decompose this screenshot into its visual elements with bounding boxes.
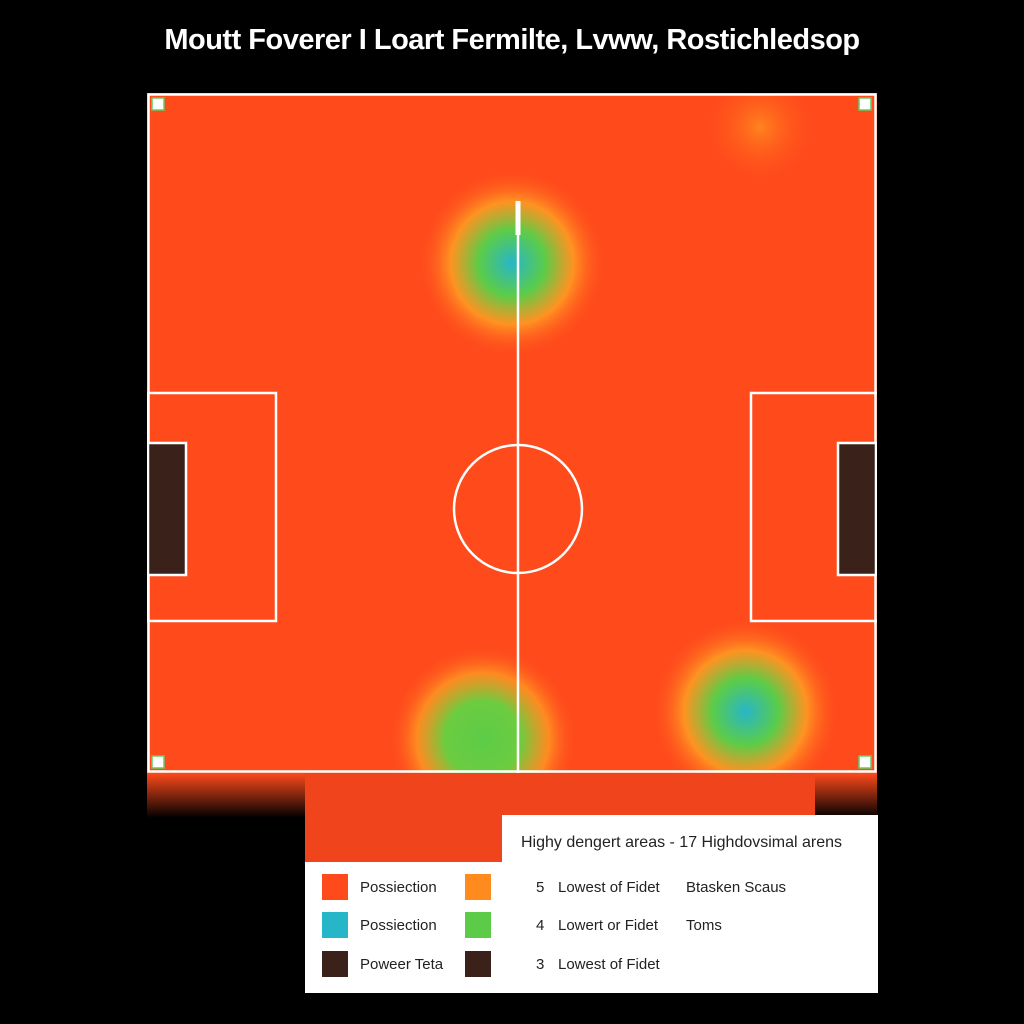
legend-swatch	[465, 912, 491, 938]
pitch-heatmap	[147, 93, 877, 773]
heat-hotspot	[700, 93, 821, 187]
corner-marker	[858, 755, 872, 769]
legend-heading: Highy dengert areas - 17 Highdovsimal ar…	[521, 834, 843, 851]
legend-row-extra: Toms	[686, 917, 722, 934]
right-penalty-box	[749, 391, 877, 623]
heat-hotspot	[417, 168, 607, 358]
corner-marker	[151, 755, 165, 769]
corner-marker	[858, 97, 872, 111]
right-goal	[836, 441, 877, 577]
legend-swatches: Possiection Possiection Poweer Teta	[305, 862, 502, 993]
legend-swatch	[465, 874, 491, 900]
pitch-outline	[147, 93, 877, 773]
legend-row-label: Lowert or Fidet	[558, 917, 659, 934]
legend-label: Poweer Teta	[360, 956, 444, 973]
legend-details: Highy dengert areas - 17 Highdovsimal ar…	[502, 815, 878, 993]
center-circle	[452, 443, 584, 575]
legend-row-number: 3	[536, 956, 545, 973]
legend-label: Possiection	[360, 879, 437, 896]
legend-row-label: Lowest of Fidet	[558, 879, 660, 896]
left-penalty-box	[147, 391, 278, 623]
legend-row-number: 5	[536, 879, 545, 896]
legend-swatch	[322, 874, 348, 900]
legend-row-label: Lowest of Fidet	[558, 956, 660, 973]
legend-swatch	[465, 951, 491, 977]
legend-swatch	[322, 912, 348, 938]
legend-row-extra: Btasken Scaus	[686, 879, 787, 896]
heat-hotspot	[387, 644, 578, 773]
left-goal	[147, 441, 188, 577]
legend-label: Possiection	[360, 917, 437, 934]
heatmap-svg	[147, 93, 877, 773]
corner-marker	[151, 97, 165, 111]
legend-row-number: 4	[536, 917, 545, 934]
legend-swatch	[322, 951, 348, 977]
chart-title: Moutt Foverer I Loart Fermilte, Lvww, Ro…	[164, 24, 860, 56]
heat-hotspot	[650, 616, 841, 773]
